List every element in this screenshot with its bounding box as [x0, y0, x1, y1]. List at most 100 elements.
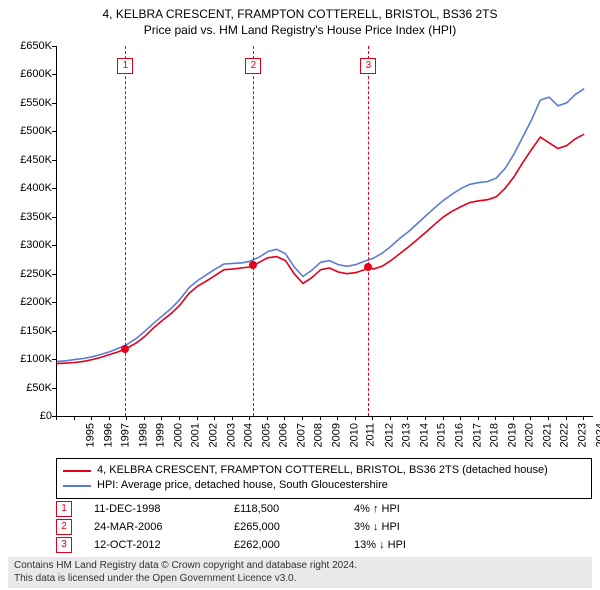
x-tick-label: 1999 — [155, 423, 167, 447]
x-tick-label: 2004 — [243, 423, 255, 447]
x-tick-label: 2017 — [471, 423, 483, 447]
x-tick-mark — [144, 416, 145, 420]
x-tick-label: 2000 — [172, 423, 184, 447]
x-tick-mark — [267, 416, 268, 420]
transaction-delta: 3% ↓ HPI — [354, 521, 484, 533]
y-tick-label: £150K — [4, 325, 52, 337]
x-tick-mark — [320, 416, 321, 420]
x-tick-mark — [478, 416, 479, 420]
legend-box: 4, KELBRA CRESCENT, FRAMPTON COTTERELL, … — [56, 458, 592, 499]
marker-box-2: 2 — [245, 58, 261, 74]
x-tick-mark — [390, 416, 391, 420]
y-tick-mark — [52, 388, 56, 389]
x-tick-label: 2020 — [524, 423, 536, 447]
y-tick-label: £500K — [4, 125, 52, 137]
x-tick-label: 1995 — [84, 423, 96, 447]
transaction-index-box: 1 — [56, 501, 72, 517]
x-tick-label: 2018 — [489, 423, 501, 447]
x-tick-mark — [56, 416, 57, 420]
x-tick-label: 2010 — [348, 423, 360, 447]
transaction-index-box: 2 — [56, 519, 72, 535]
transaction-price: £118,500 — [234, 503, 354, 515]
transaction-delta: 4% ↑ HPI — [354, 503, 484, 515]
x-tick-mark — [372, 416, 373, 420]
footer-attribution: Contains HM Land Registry data © Crown c… — [8, 557, 592, 588]
x-tick-mark — [197, 416, 198, 420]
x-tick-label: 2007 — [295, 423, 307, 447]
y-tick-label: £600K — [4, 68, 52, 80]
series-hpi — [57, 89, 584, 362]
x-tick-mark — [583, 416, 584, 420]
x-tick-label: 1998 — [137, 423, 149, 447]
marker-dot-3 — [364, 263, 372, 271]
x-tick-mark — [337, 416, 338, 420]
x-tick-label: 2002 — [208, 423, 220, 447]
legend-swatch — [63, 470, 91, 472]
y-tick-label: £100K — [4, 353, 52, 365]
x-tick-mark — [513, 416, 514, 420]
transaction-date: 11-DEC-1998 — [94, 503, 234, 515]
marker-line-1 — [125, 46, 126, 416]
x-tick-label: 2024 — [594, 423, 600, 447]
x-tick-mark — [284, 416, 285, 420]
transaction-row: 312-OCT-2012£262,00013% ↓ HPI — [56, 536, 484, 554]
y-tick-mark — [52, 245, 56, 246]
chart-container: { "title": { "line1": "4, KELBRA CRESCEN… — [0, 0, 600, 590]
x-tick-label: 2005 — [260, 423, 272, 447]
transaction-row: 1 11-DEC-1998£118,5004% ↑ HPI — [56, 500, 484, 518]
x-tick-mark — [126, 416, 127, 420]
title-line-2: Price paid vs. HM Land Registry's House … — [0, 22, 600, 38]
x-tick-label: 2003 — [225, 423, 237, 447]
y-tick-mark — [52, 217, 56, 218]
transaction-index-box: 3 — [56, 537, 72, 553]
x-tick-label: 2008 — [313, 423, 325, 447]
x-tick-mark — [109, 416, 110, 420]
x-tick-label: 2009 — [331, 423, 343, 447]
y-tick-label: £200K — [4, 296, 52, 308]
line-plot-svg — [57, 46, 593, 416]
legend-label: 4, KELBRA CRESCENT, FRAMPTON COTTERELL, … — [97, 463, 548, 478]
y-tick-mark — [52, 331, 56, 332]
x-tick-mark — [91, 416, 92, 420]
marker-box-3: 3 — [360, 58, 376, 74]
x-tick-mark — [302, 416, 303, 420]
x-tick-label: 2011 — [365, 423, 377, 447]
x-tick-label: 2001 — [190, 423, 202, 447]
x-tick-label: 2021 — [541, 423, 553, 447]
x-tick-mark — [179, 416, 180, 420]
x-tick-mark — [495, 416, 496, 420]
x-tick-label: 2012 — [383, 423, 395, 447]
y-tick-mark — [52, 302, 56, 303]
x-tick-mark — [407, 416, 408, 420]
footer-line-2: This data is licensed under the Open Gov… — [14, 573, 586, 586]
transaction-row: 224-MAR-2006£265,0003% ↓ HPI — [56, 518, 484, 536]
y-tick-mark — [52, 131, 56, 132]
y-tick-label: £0 — [4, 410, 52, 422]
x-tick-mark — [161, 416, 162, 420]
x-tick-label: 2023 — [577, 423, 589, 447]
transaction-date: 12-OCT-2012 — [94, 539, 234, 551]
transaction-price: £262,000 — [234, 539, 354, 551]
x-tick-label: 1997 — [120, 423, 132, 447]
y-tick-mark — [52, 103, 56, 104]
transaction-date: 24-MAR-2006 — [94, 521, 234, 533]
y-tick-label: £50K — [4, 382, 52, 394]
y-tick-mark — [52, 160, 56, 161]
marker-dot-2 — [249, 261, 257, 269]
title-line-1: 4, KELBRA CRESCENT, FRAMPTON COTTERELL, … — [0, 6, 600, 22]
legend-row: HPI: Average price, detached house, Sout… — [63, 478, 585, 493]
y-tick-mark — [52, 46, 56, 47]
marker-box-1: 1 — [117, 58, 133, 74]
y-tick-mark — [52, 359, 56, 360]
plot-area — [56, 46, 593, 417]
x-tick-mark — [214, 416, 215, 420]
x-tick-mark — [460, 416, 461, 420]
chart-title: 4, KELBRA CRESCENT, FRAMPTON COTTERELL, … — [0, 0, 600, 38]
y-tick-label: £400K — [4, 182, 52, 194]
x-tick-label: 2015 — [436, 423, 448, 447]
y-tick-mark — [52, 188, 56, 189]
x-tick-label: 2006 — [278, 423, 290, 447]
y-tick-label: £650K — [4, 40, 52, 52]
legend-swatch — [63, 485, 91, 487]
x-tick-mark — [74, 416, 75, 420]
